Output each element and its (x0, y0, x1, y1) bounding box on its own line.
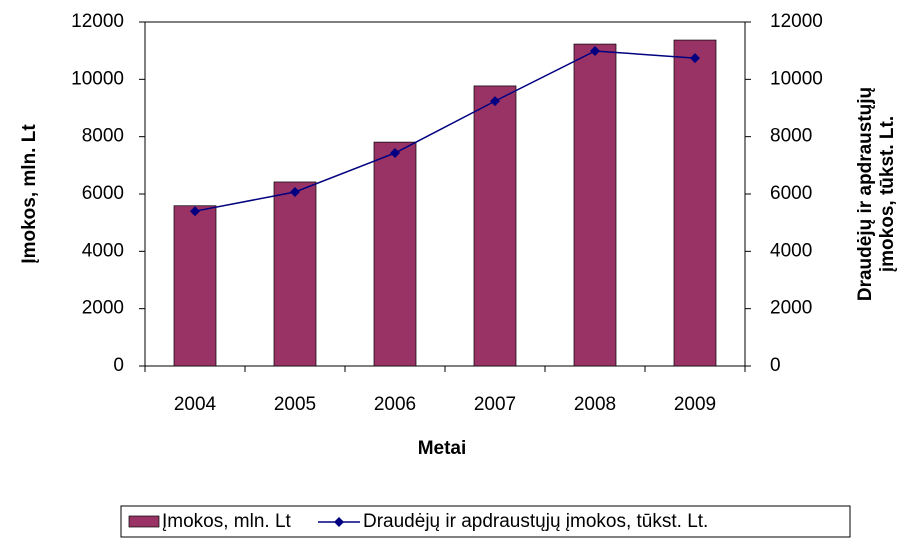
y2-tick-label: 4000 (770, 240, 812, 261)
x-tick-label: 2009 (674, 394, 716, 415)
y2-tick-label: 0 (770, 355, 781, 376)
bar (173, 205, 217, 367)
bar (373, 141, 417, 367)
y-tick-label: 4000 (82, 240, 124, 261)
marker (590, 45, 600, 56)
y-axis-title: Įmokos, mln. Lt (19, 124, 40, 264)
y2-tick-label: 10000 (770, 68, 823, 89)
marker (390, 148, 400, 159)
y2-tick-label: 12000 (770, 11, 823, 32)
y-tick-label: 10000 (71, 68, 124, 89)
legend-marker (334, 517, 344, 527)
line (194, 50, 696, 212)
x-tick-label: 2007 (474, 394, 516, 415)
bar (273, 181, 317, 367)
plot-area (144, 21, 746, 367)
x-tick-label: 2008 (574, 394, 616, 415)
marker (190, 206, 200, 217)
y-tick-label: 0 (113, 355, 124, 376)
y2-tick-label: 8000 (770, 126, 812, 147)
x-tick-label: 2005 (274, 394, 316, 415)
y2-axis-title: Draudėjų ir apdraustųjų (855, 87, 876, 301)
legend-label: Įmokos, mln. Lt (162, 511, 292, 532)
legend-swatch (128, 515, 160, 528)
y-tick-label: 8000 (82, 126, 124, 147)
marker (290, 186, 300, 197)
y2-tick-label: 6000 (770, 183, 812, 204)
legend-label: Draudėjų ir apdraustųjų įmokos, tūkst. L… (363, 511, 708, 532)
marker (490, 96, 500, 107)
bar (673, 39, 717, 367)
y-tick-label: 2000 (82, 298, 124, 319)
x-tick-label: 2004 (174, 394, 217, 415)
x-tick-label: 2006 (374, 394, 416, 415)
y2-tick-label: 2000 (770, 298, 812, 319)
x-axis-title: Metai (418, 438, 467, 459)
marker (690, 53, 700, 64)
y-tick-label: 6000 (82, 183, 124, 204)
bar (573, 43, 617, 367)
legend-box (120, 505, 851, 538)
y2-axis-title: įmokos, tūkst. Lt. (877, 116, 898, 272)
bar (473, 85, 517, 367)
y-tick-label: 12000 (71, 11, 124, 32)
